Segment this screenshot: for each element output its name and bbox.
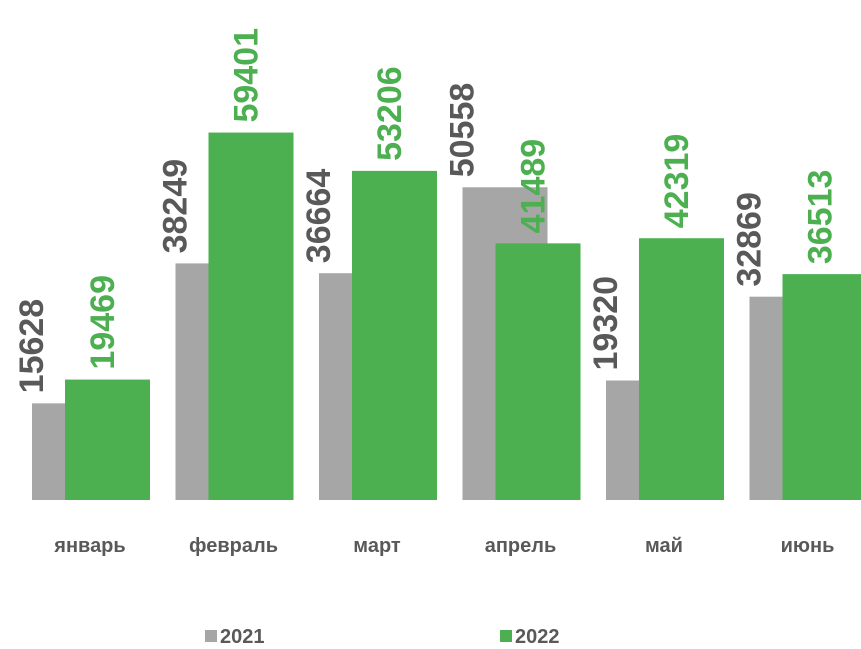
legend-swatch — [500, 630, 512, 642]
data-label: 32869 — [730, 192, 768, 287]
data-label: 15628 — [13, 299, 51, 394]
legend-swatch — [205, 630, 217, 642]
bar — [639, 238, 724, 501]
x-tick-label: май — [645, 535, 683, 557]
bar — [65, 379, 150, 500]
legend-label: 2021 — [220, 626, 265, 648]
x-tick-label: июнь — [781, 535, 835, 557]
data-label: 50558 — [443, 83, 481, 178]
data-label: 42319 — [658, 134, 696, 229]
x-tick-label: апрель — [485, 535, 557, 557]
bar — [782, 274, 861, 500]
x-tick-label: январь — [53, 535, 125, 557]
bar — [495, 243, 581, 500]
x-tick-label: март — [353, 535, 401, 557]
data-label: 36664 — [300, 169, 338, 264]
data-label: 19320 — [587, 276, 625, 371]
bar — [352, 170, 437, 501]
legend-label: 2022 — [515, 626, 560, 648]
data-label: 38249 — [156, 159, 194, 254]
data-label: 36513 — [801, 170, 839, 265]
data-label: 19469 — [84, 275, 122, 370]
data-label: 41489 — [514, 139, 552, 234]
x-tick-label: февраль — [189, 535, 278, 557]
data-label: 53206 — [371, 66, 409, 161]
bar — [208, 132, 294, 501]
data-label: 59401 — [227, 28, 265, 123]
